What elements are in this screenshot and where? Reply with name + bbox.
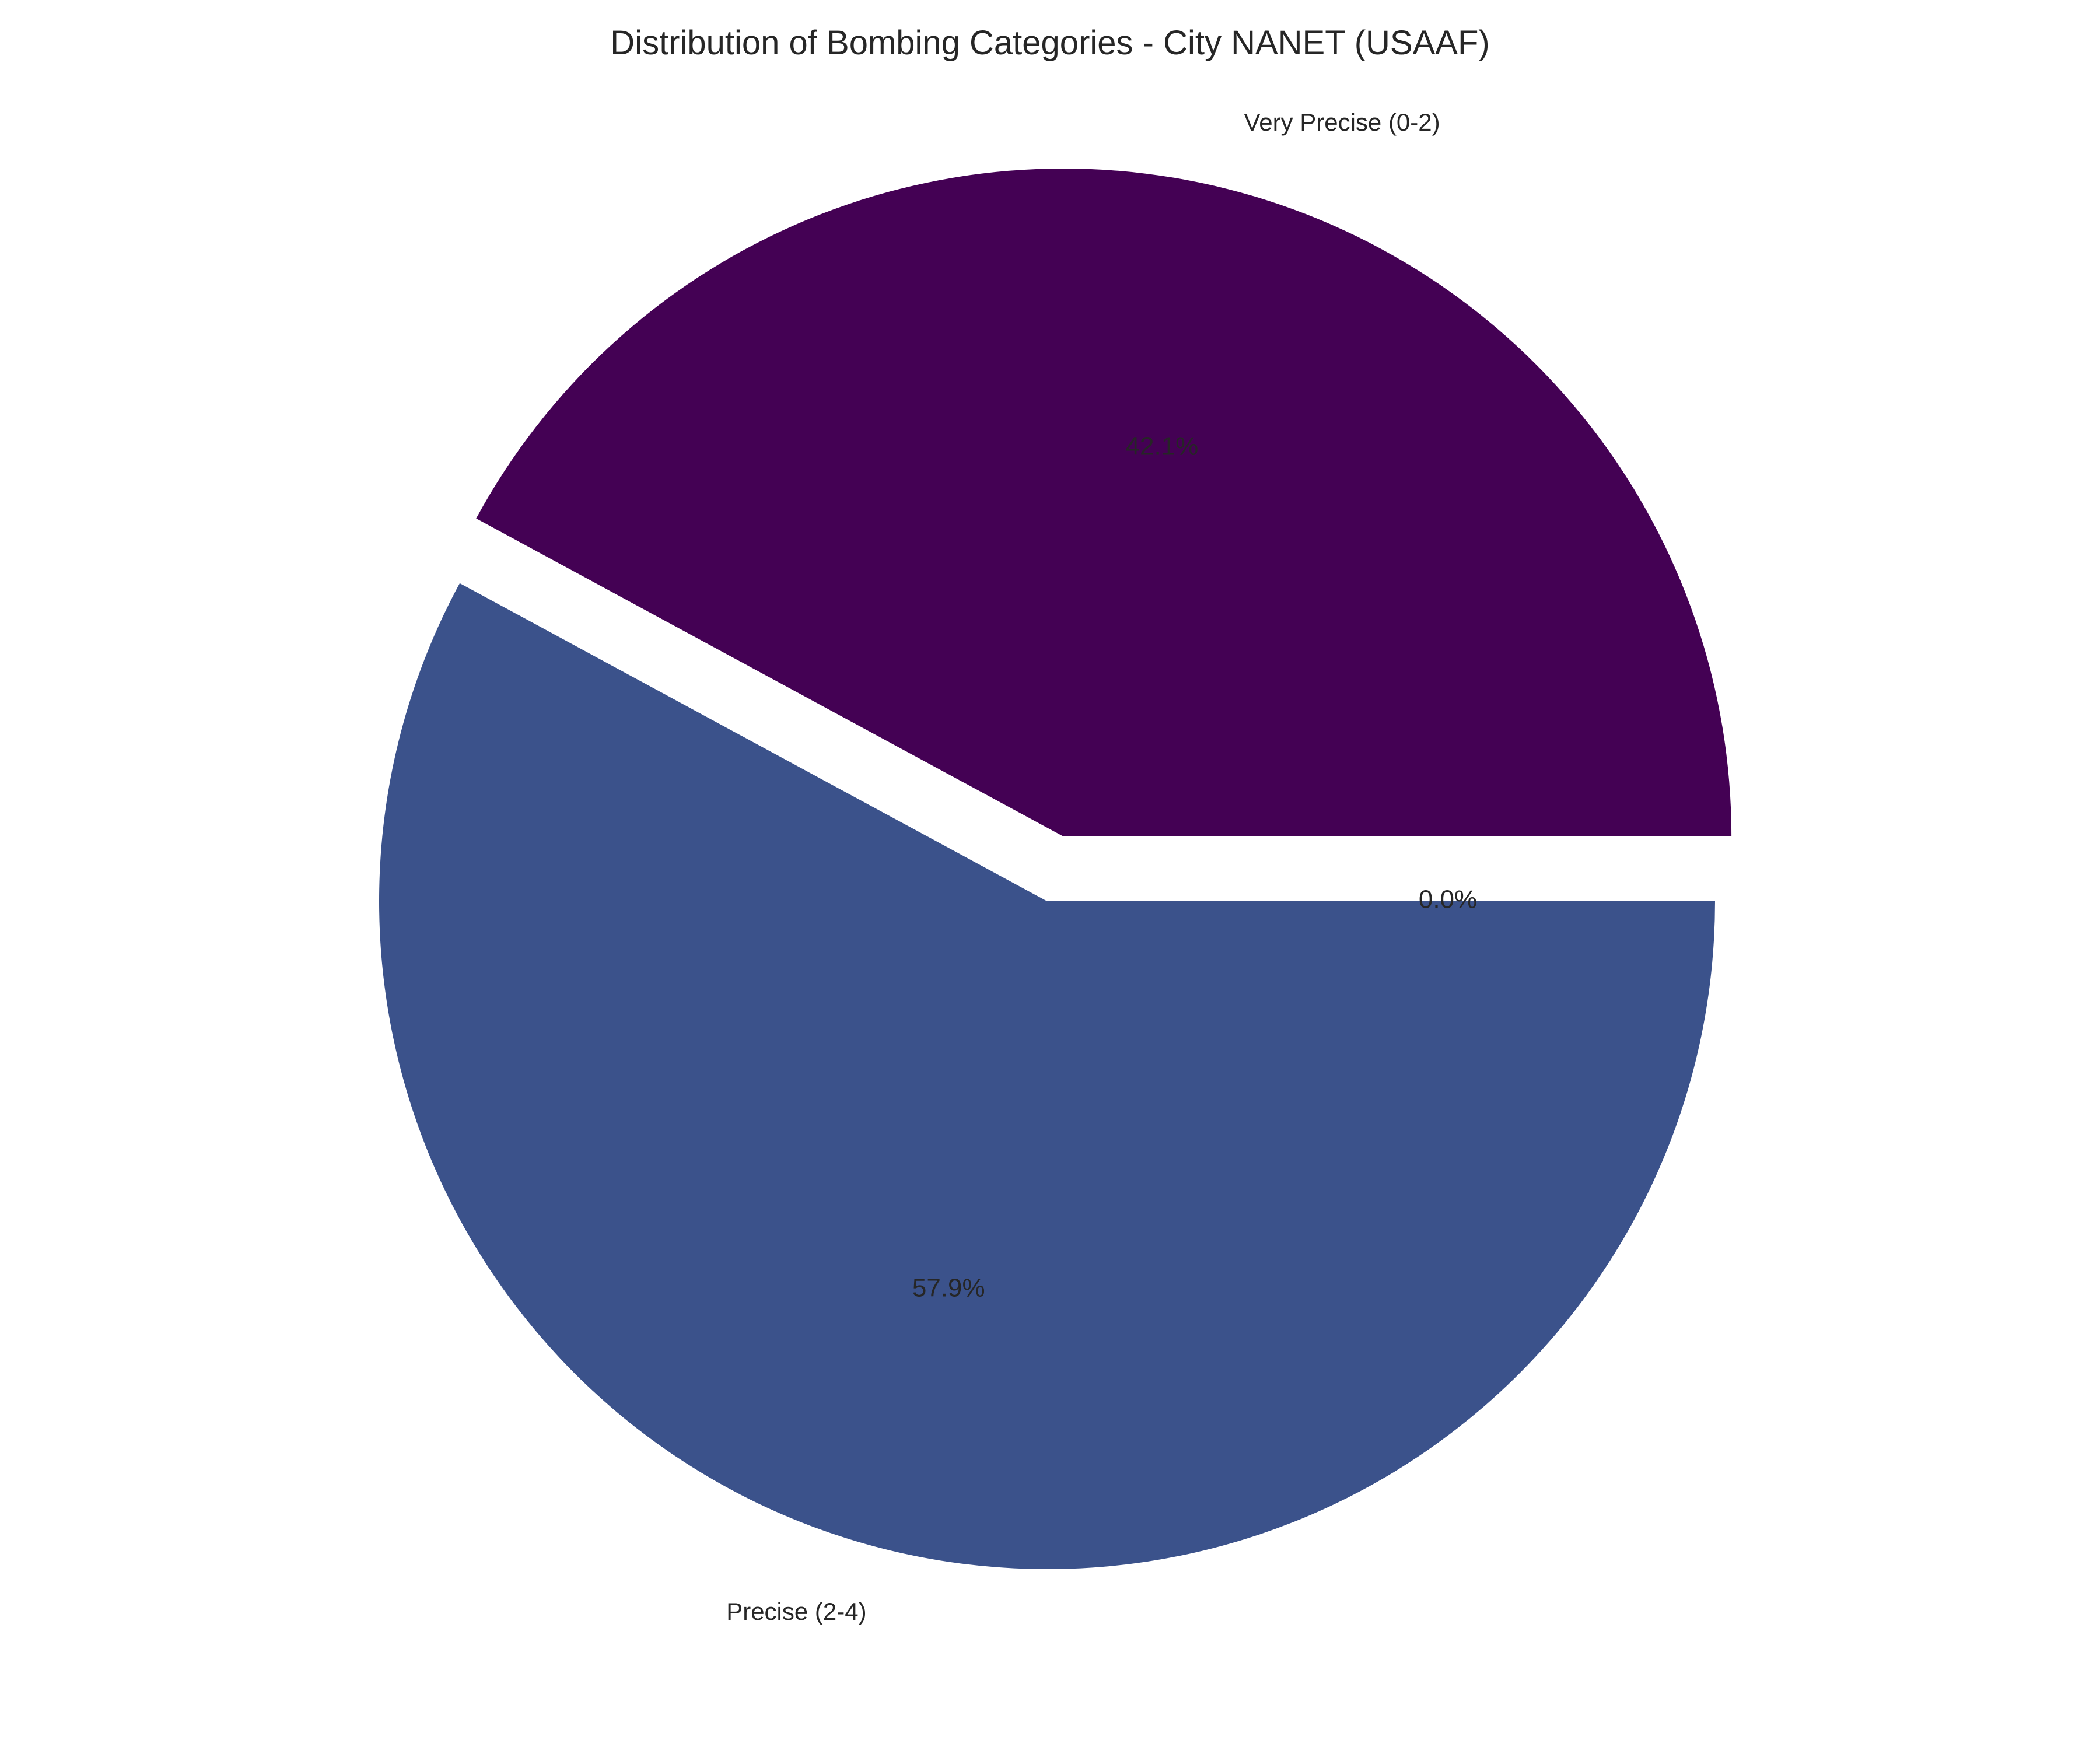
pie-slice-very-precise-0-2: [476, 169, 1732, 837]
pct-label-very-precise-0-2: 42.1%: [1126, 432, 1199, 461]
pct-label-precise-2-4: 57.9%: [912, 1274, 985, 1303]
category-label-precise-2-4: Precise (2-4): [726, 1598, 866, 1625]
pie-labels: 42.1% Very Precise (0-2) 57.9% Precise (2-4…: [726, 108, 1477, 1625]
chart-title: Distribution of Bombing Categories - Cit…: [610, 24, 1490, 62]
pct-label-slice-2: 0.0%: [1419, 886, 1477, 914]
category-label-very-precise-0-2: Very Precise (0-2): [1244, 108, 1440, 136]
pie-slice-precise-2-4: [379, 583, 1716, 1569]
pie-slices: [379, 169, 1732, 1569]
